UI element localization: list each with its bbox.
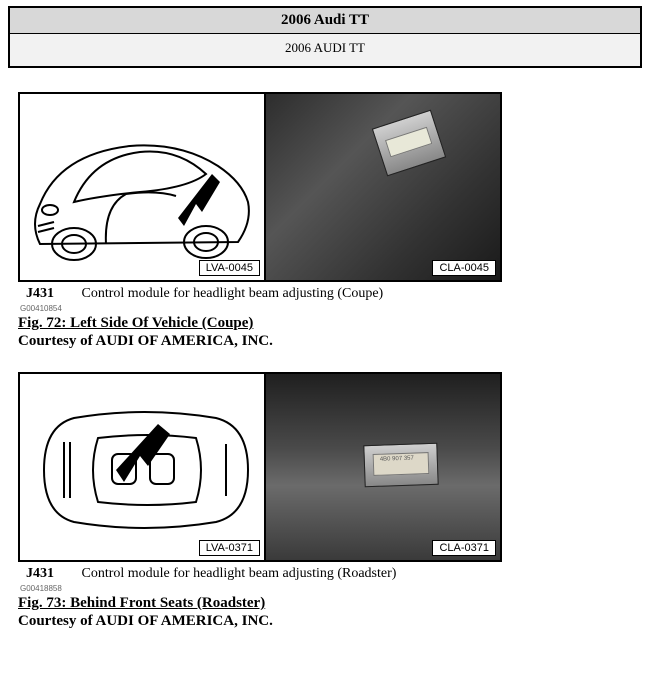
figure-73-caption: J431 Control module for headlight beam a… [18, 566, 645, 582]
figure-72-title: Fig. 72: Left Side Of Vehicle (Coupe) [18, 315, 645, 332]
figure-72-desc: Control module for headlight beam adjust… [82, 286, 384, 301]
page-content: LVA-0045 CLA-0045 J431 Control module fo… [0, 68, 657, 640]
header-subtitle: 2006 AUDI TT [10, 34, 640, 66]
figure-72-courtesy: Courtesy of AUDI OF AMERICA, INC. [18, 333, 645, 350]
figure-72-code: J431 [18, 286, 78, 302]
figure-73-diagram: LVA-0371 [18, 372, 266, 562]
figure-73-images: LVA-0371 4B0 907 357 CLA-0371 [18, 372, 645, 562]
module-partno: 4B0 907 357 [380, 456, 414, 463]
figure-72-caption: J431 Control module for headlight beam a… [18, 286, 645, 302]
figure-72-photo-tag: CLA-0045 [432, 260, 496, 276]
figure-72-block: LVA-0045 CLA-0045 J431 Control module fo… [18, 92, 645, 350]
figure-73-title: Fig. 73: Behind Front Seats (Roadster) [18, 595, 645, 612]
figure-73-photo: 4B0 907 357 CLA-0371 [266, 372, 502, 562]
header-title: 2006 Audi TT [10, 8, 640, 34]
header-table: 2006 Audi TT 2006 AUDI TT [8, 6, 642, 68]
figure-73-block: LVA-0371 4B0 907 357 CLA-0371 J431 Contr… [18, 372, 645, 630]
figure-72-photo: CLA-0045 [266, 92, 502, 282]
figure-72-diagram: LVA-0045 [18, 92, 266, 282]
figure-73-code: J431 [18, 566, 78, 582]
figure-73-diagram-tag: LVA-0371 [199, 540, 260, 556]
figure-72-diagram-tag: LVA-0045 [199, 260, 260, 276]
figure-72-small-id: G00410854 [20, 304, 645, 313]
control-module-photo-1 [372, 110, 446, 177]
figure-73-small-id: G00418858 [20, 584, 645, 593]
figure-73-desc: Control module for headlight beam adjust… [82, 566, 397, 581]
figure-73-photo-tag: CLA-0371 [432, 540, 496, 556]
figure-72-images: LVA-0045 CLA-0045 [18, 92, 645, 282]
control-module-photo-2: 4B0 907 357 [363, 443, 438, 488]
figure-73-courtesy: Courtesy of AUDI OF AMERICA, INC. [18, 613, 645, 630]
